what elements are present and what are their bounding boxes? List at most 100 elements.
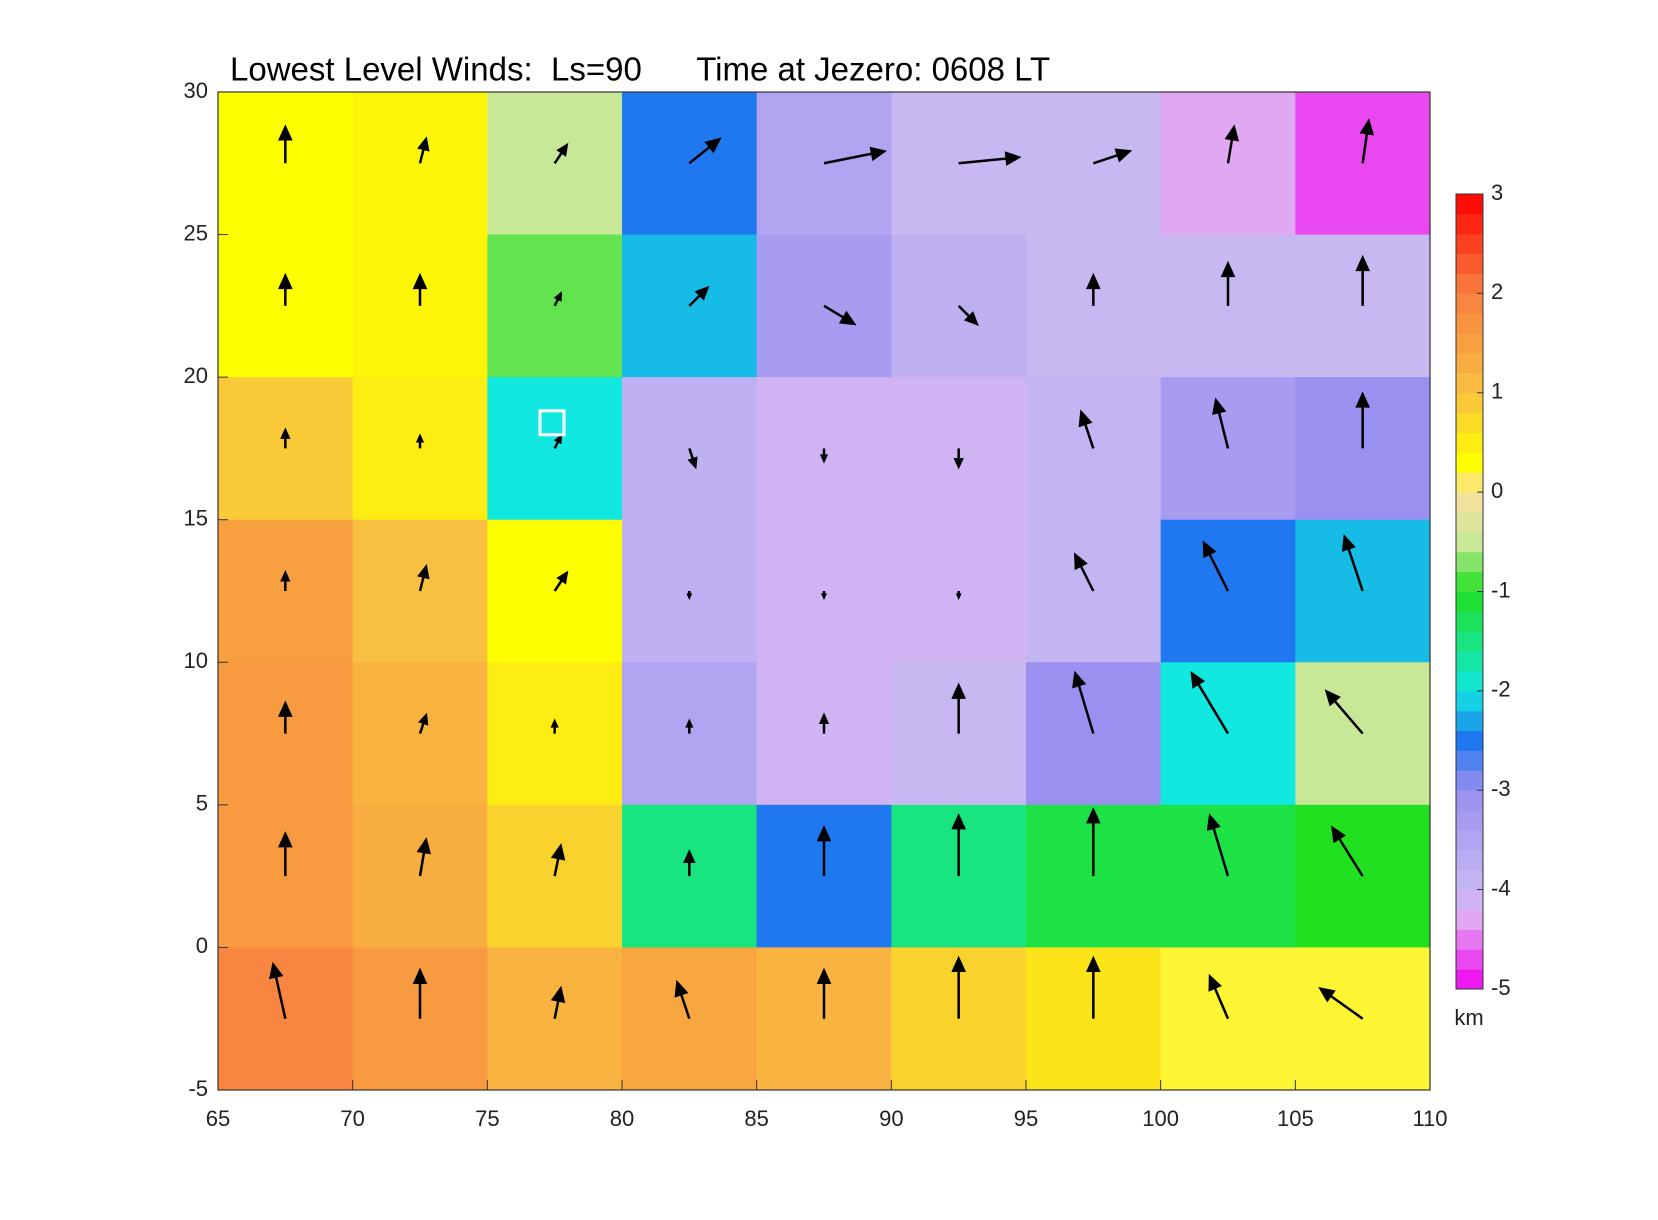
wind-arrow <box>688 285 710 307</box>
elevation-cell <box>487 947 623 1091</box>
y-tick-label: -5 <box>188 1076 208 1101</box>
colorbar-level <box>1456 492 1483 513</box>
colorbar-tick-label: 3 <box>1491 180 1503 205</box>
wind-arrow <box>1212 397 1230 449</box>
colorbar-level <box>1456 611 1483 632</box>
wind-arrow <box>1324 689 1364 735</box>
elevation-cell <box>1160 92 1296 236</box>
elevation-cell <box>218 804 354 948</box>
elevation-cell <box>218 92 354 236</box>
x-tick-label: 95 <box>1014 1106 1038 1131</box>
colorbar-tick-label: -4 <box>1491 875 1511 900</box>
wind-arrow <box>951 682 967 734</box>
x-tick-label: 85 <box>744 1106 768 1131</box>
elevation-cell <box>1295 662 1431 806</box>
colorbar-level <box>1456 591 1483 612</box>
elevation-cell <box>352 804 488 948</box>
wind-arrow <box>417 136 430 164</box>
wind-arrow <box>1331 825 1364 877</box>
y-tick-label: 25 <box>184 220 208 245</box>
elevation-cell <box>352 92 488 236</box>
wind-arrow <box>553 291 563 307</box>
colorbar-level <box>1456 710 1483 732</box>
wind-arrow <box>1224 124 1240 164</box>
wind-arrow <box>418 712 429 734</box>
wind-arrow <box>951 955 967 1019</box>
wind-arrow <box>1190 670 1230 735</box>
x-tick-label: 70 <box>340 1106 364 1131</box>
elevation-cell <box>218 234 354 378</box>
elevation-cell <box>622 947 758 1091</box>
wind-arrow <box>1085 272 1101 306</box>
y-tick-label: 0 <box>196 933 208 958</box>
wind-arrow <box>823 304 857 326</box>
colorbar-label: km <box>1454 1005 1483 1030</box>
elevation-cell <box>1295 947 1431 1091</box>
chart-title: Lowest Level Winds: Ls=90 Time at Jezero… <box>230 51 1050 88</box>
wind-arrow <box>685 718 694 734</box>
elevation-cell <box>487 234 623 378</box>
colorbar-tick-label: 1 <box>1491 379 1503 404</box>
elevation-cell <box>487 92 623 236</box>
axes-box <box>217 91 1431 1091</box>
wind-arrow <box>957 304 979 327</box>
wind-arrow <box>1072 670 1095 734</box>
elevation-cell <box>487 377 623 521</box>
wind-arrow <box>280 569 291 591</box>
wind-arrow <box>553 433 563 449</box>
x-tick-label: 100 <box>1142 1106 1179 1131</box>
wind-arrow <box>1359 118 1375 164</box>
x-tick-label: 80 <box>610 1106 634 1131</box>
elevation-cell <box>1160 519 1296 663</box>
wind-arrow <box>1355 391 1371 449</box>
colorbar-level <box>1456 631 1483 652</box>
elevation-cell <box>1160 662 1296 806</box>
elevation-cell <box>352 377 488 521</box>
x-tick-label: 110 <box>1412 1106 1447 1131</box>
elevation-cell <box>487 662 623 806</box>
wind-arrow <box>1208 973 1230 1020</box>
wind-arrow <box>686 591 693 601</box>
wind-arrow <box>1202 540 1230 592</box>
y-tick-label: 20 <box>184 363 208 388</box>
wind-arrow <box>816 967 832 1019</box>
wind-arrow <box>687 448 698 470</box>
elevation-cell <box>352 234 488 378</box>
colorbar-level <box>1456 810 1483 831</box>
elevation-cell <box>487 519 623 663</box>
colorbar-level <box>1456 432 1483 453</box>
colorbar-level <box>1456 651 1483 672</box>
wind-arrow <box>277 831 293 877</box>
colorbar-level <box>1456 372 1483 394</box>
wind-arrow <box>1085 807 1101 877</box>
wind-arrow <box>823 146 887 165</box>
colorbar-tick-label: -1 <box>1491 577 1511 602</box>
colorbar-level <box>1456 571 1483 592</box>
colorbar-level <box>1456 929 1483 950</box>
field <box>218 92 1431 1091</box>
elevation-cell <box>1026 377 1162 521</box>
wind-arrow <box>820 591 828 601</box>
wind-arrow <box>412 272 428 306</box>
wind-arrow <box>1092 148 1133 165</box>
x-tick-label: 90 <box>879 1106 903 1131</box>
wind-arrow <box>550 718 559 734</box>
elevation-cell <box>218 947 354 1091</box>
wind-arrow <box>417 564 430 592</box>
colorbar-level <box>1456 830 1483 851</box>
colorbar-tick-label: -5 <box>1491 975 1511 1000</box>
elevation-cell <box>1295 92 1431 236</box>
wind-arrow <box>951 813 967 877</box>
wind-arrow <box>550 843 566 877</box>
wind-arrow <box>955 591 962 601</box>
wind-arrow <box>277 700 293 734</box>
colorbar-level <box>1456 233 1483 255</box>
colorbar-tick-label: -3 <box>1491 776 1511 801</box>
elevation-cell <box>756 662 892 806</box>
elevation-cell <box>487 804 623 948</box>
colorbar-level <box>1456 730 1483 751</box>
elevation-cell <box>218 519 354 663</box>
wind-arrow <box>1341 534 1364 592</box>
colorbar-level <box>1456 869 1483 891</box>
wind-arrow <box>277 272 293 306</box>
